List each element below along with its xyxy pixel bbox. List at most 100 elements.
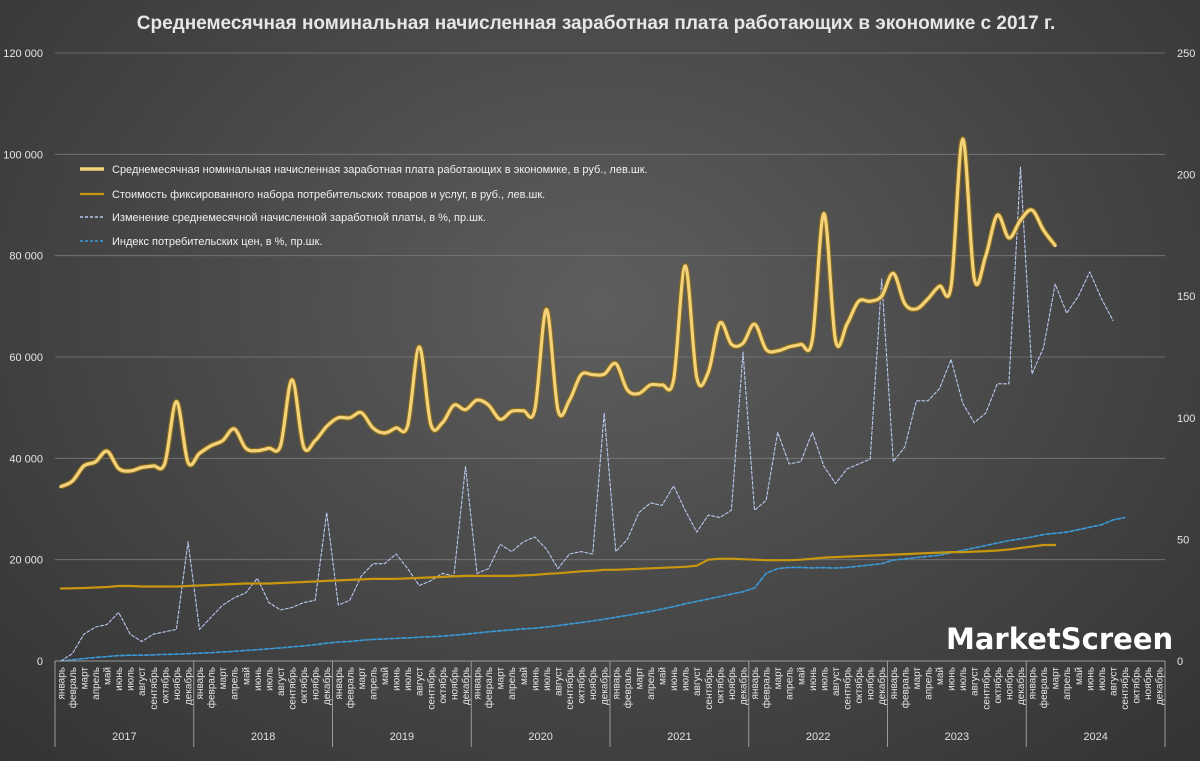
month-tick-label: август (553, 667, 564, 696)
left-y-tick-label: 120 000 (3, 48, 43, 60)
month-tick-label: июль (403, 667, 414, 691)
month-tick-label: май (1074, 667, 1085, 685)
month-tick-label: май (241, 667, 252, 685)
month-tick-label: март (357, 667, 368, 690)
month-tick-label: май (658, 667, 669, 685)
month-tick-label: январь (1028, 667, 1039, 699)
month-tick-label: апрель (91, 667, 102, 700)
right-y-tick-label: 100 (1177, 413, 1195, 425)
month-tick-label: август (415, 667, 426, 696)
month-tick-label: декабрь (182, 667, 194, 705)
month-tick-label: февраль (206, 667, 218, 708)
month-tick-label: декабрь (460, 667, 472, 705)
month-tick-label: апрель (923, 667, 934, 700)
left-y-tick-label: 0 (37, 656, 43, 668)
month-tick-label: ноябрь (171, 667, 183, 700)
month-tick-label: май (380, 667, 391, 685)
month-tick-label: март (773, 667, 784, 690)
month-tick-label: январь (195, 667, 206, 699)
month-tick-label: август (692, 667, 703, 696)
month-tick-label: январь (473, 667, 484, 699)
month-tick-label: май (796, 667, 807, 685)
month-tick-label: декабрь (321, 667, 333, 705)
year-tick-label: 2019 (390, 731, 414, 743)
month-tick-label: апрель (785, 667, 796, 700)
month-tick-label: июль (819, 667, 830, 691)
month-tick-label: февраль (899, 667, 911, 708)
month-tick-label: июнь (669, 667, 680, 691)
right-y-tick-label: 250 (1177, 48, 1195, 60)
month-tick-label: февраль (344, 667, 356, 708)
watermark-text: MarketScreen (946, 622, 1173, 656)
right-y-tick-label: 150 (1177, 291, 1195, 303)
month-tick-label: январь (611, 667, 622, 699)
month-tick-label: июнь (392, 667, 403, 691)
month-tick-label: ноябрь (726, 667, 738, 700)
series-line-3 (60, 516, 1126, 662)
month-tick-label: декабрь (1015, 667, 1027, 705)
month-tick-label: сентябрь (1119, 667, 1131, 710)
month-tick-label: октябрь (159, 667, 171, 704)
month-tick-label: февраль (483, 667, 495, 708)
month-tick-label: февраль (761, 667, 773, 708)
year-tick-label: 2023 (945, 731, 969, 743)
month-tick-label: август (1108, 667, 1119, 696)
month-tick-label: август (137, 667, 148, 696)
month-tick-label: июль (681, 667, 692, 691)
left-y-axis: 0 20 000 40 000 60 000 80 000 100 000 120 000 (3, 48, 43, 668)
month-tick-label: сентябрь (148, 667, 160, 710)
month-tick-label: март (912, 667, 923, 690)
month-tick-label: март (218, 667, 229, 690)
month-tick-label: июль (264, 667, 275, 691)
year-tick-label: 2021 (667, 731, 691, 743)
month-tick-label: июнь (530, 667, 541, 691)
month-tick-label: октябрь (714, 667, 726, 704)
left-y-tick-label: 40 000 (9, 453, 43, 465)
month-tick-label: декабрь (737, 667, 749, 705)
month-tick-label: сентябрь (564, 667, 576, 710)
month-tick-label: март (1051, 667, 1062, 690)
series-line-1 (59, 543, 1057, 590)
legend-label: Индекс потребительских цен, в %, пр.шк. (112, 236, 322, 248)
month-tick-label: октябрь (1131, 667, 1143, 704)
month-tick-label: май (935, 667, 946, 685)
month-tick-label: октябрь (298, 667, 310, 704)
month-tick-label: октябрь (853, 667, 865, 704)
month-tick-label: июль (126, 667, 137, 691)
month-tick-label: апрель (368, 667, 379, 700)
month-tick-label: ноябрь (587, 667, 599, 700)
left-y-tick-label: 20 000 (9, 555, 43, 567)
chart-series (59, 136, 1126, 662)
month-tick-label: июнь (253, 667, 264, 691)
series-line-0 (59, 137, 1057, 489)
month-tick-label: сентябрь (703, 667, 715, 710)
month-tick-label: сентябрь (425, 667, 437, 710)
month-tick-label: апрель (230, 667, 241, 700)
month-tick-label: январь (334, 667, 345, 699)
month-tick-label: июнь (1085, 667, 1096, 691)
month-tick-label: апрель (646, 667, 657, 700)
month-tick-label: июнь (947, 667, 958, 691)
month-tick-label: сентябрь (980, 667, 992, 710)
month-tick-label: январь (56, 667, 67, 699)
chart-title: Среднемесячная номинальная начисленная з… (137, 13, 1056, 34)
legend-label: Изменение среднемесячной начисленной зар… (112, 212, 486, 224)
month-tick-label: август (831, 667, 842, 696)
month-tick-label: февраль (1038, 667, 1050, 708)
month-tick-label: ноябрь (1003, 667, 1015, 700)
month-tick-label: март (496, 667, 507, 690)
right-y-tick-label: 50 (1177, 534, 1189, 546)
left-y-tick-label: 100 000 (3, 149, 43, 161)
right-y-tick-label: 200 (1177, 170, 1195, 182)
month-tick-label: январь (750, 667, 761, 699)
right-y-axis: 0 50 100 150 200 250 (1177, 48, 1195, 668)
legend-label: Среднемесячная номинальная начисленная з… (112, 164, 648, 176)
month-tick-label: февраль (67, 667, 79, 708)
series-line-2 (60, 166, 1114, 662)
month-tick-label: июнь (114, 667, 125, 691)
month-tick-label: июль (1097, 667, 1108, 691)
month-tick-label: март (79, 667, 90, 690)
year-tick-label: 2022 (806, 731, 830, 743)
month-tick-label: август (276, 667, 287, 696)
